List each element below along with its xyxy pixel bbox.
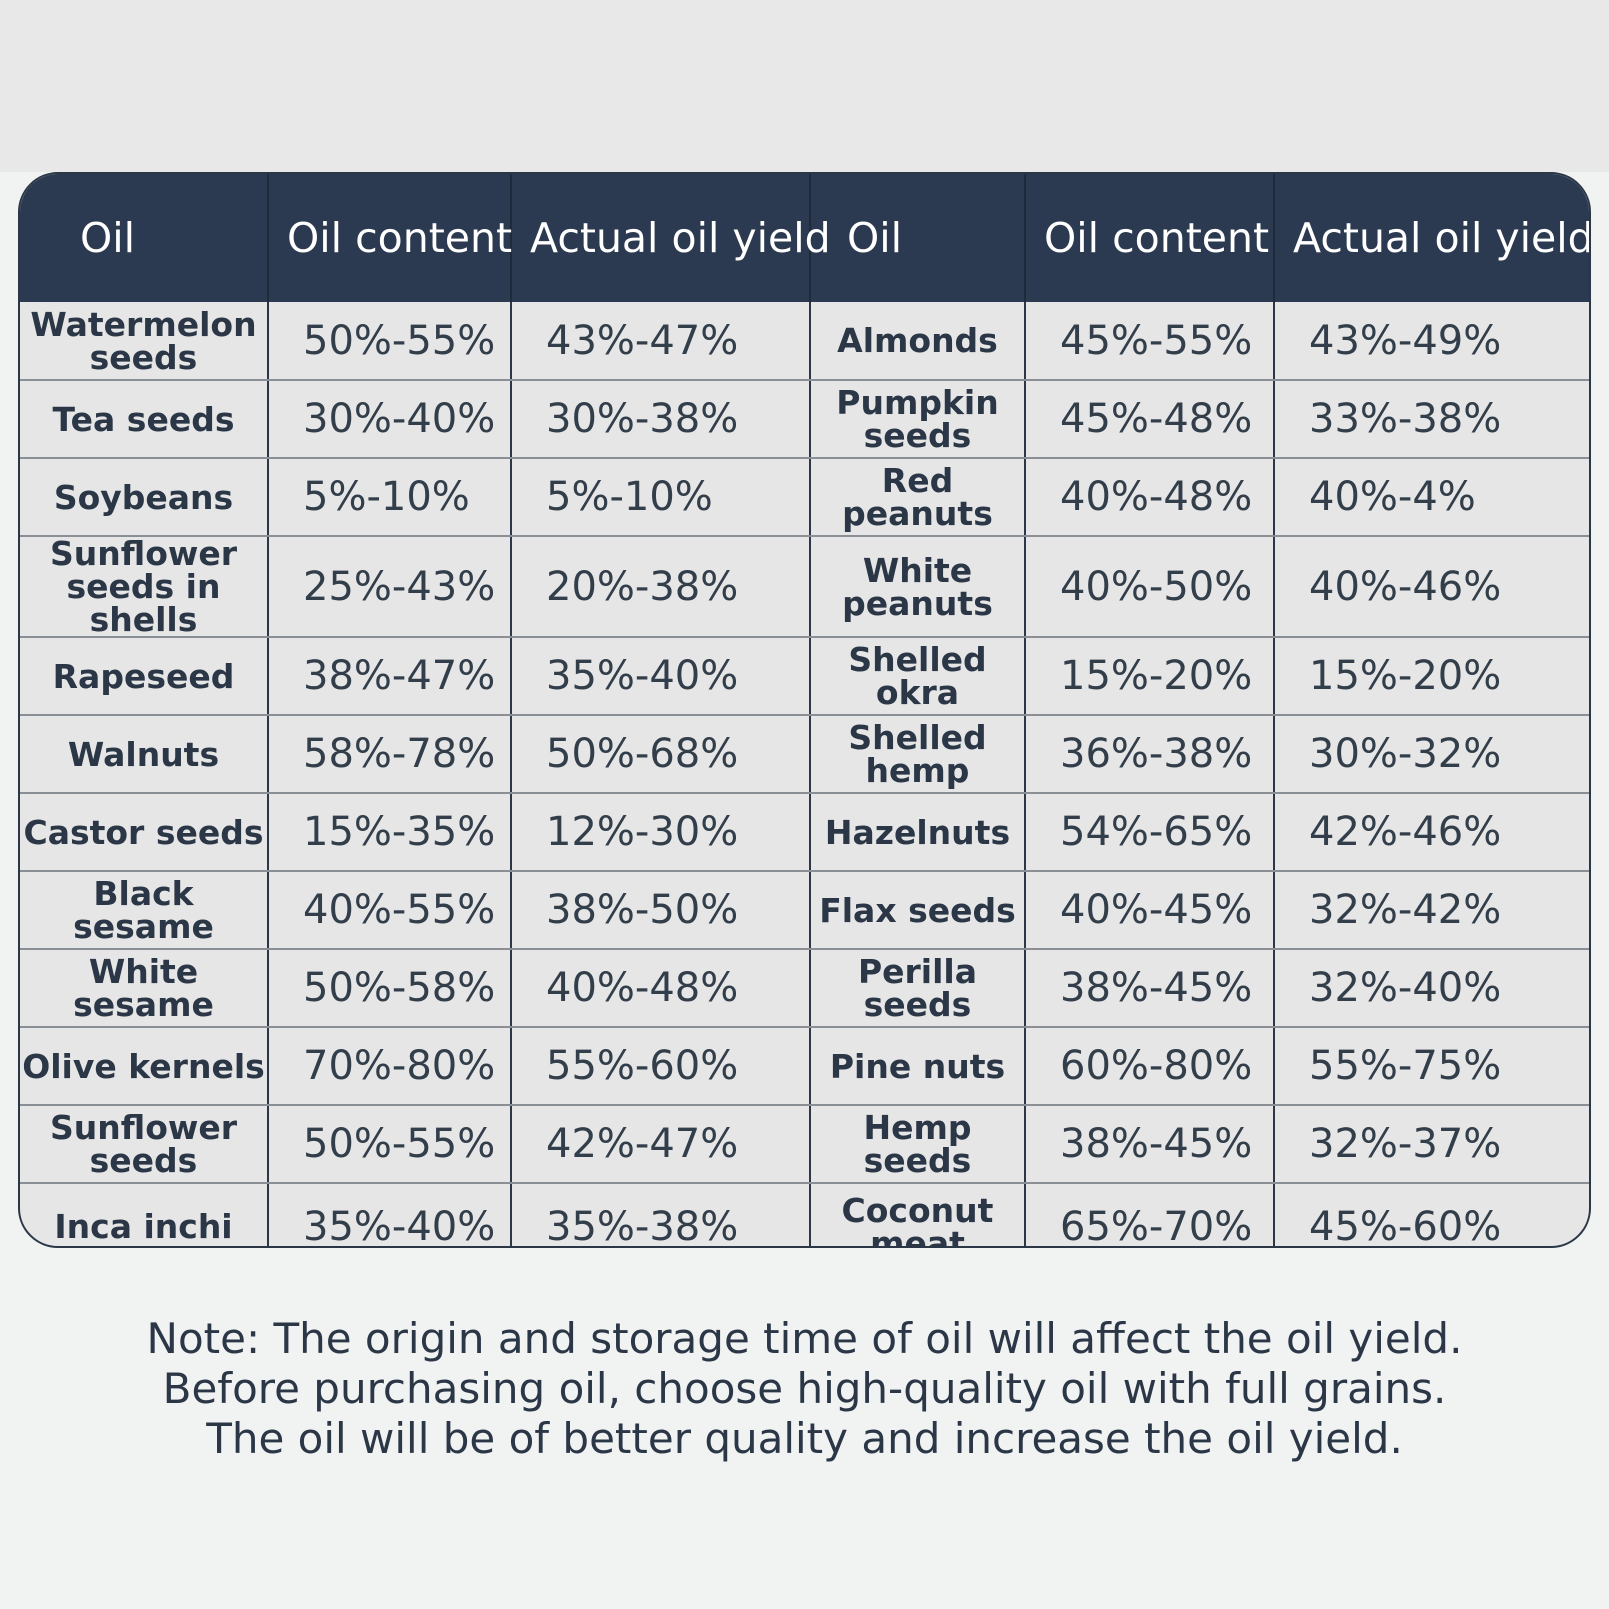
oil-name-cell: Rapeseed (20, 637, 269, 716)
oil-name-2-cell: Almonds (810, 302, 1026, 381)
oil-content-2-cell: 45%-48% (1025, 380, 1275, 459)
table-row: Walnuts 58%-78% 50%-68% Shelled hemp 36%-38%… (20, 715, 1589, 794)
oil-content-2-cell: 38%-45% (1025, 949, 1275, 1028)
oil-name-2-cell: Red peanuts (810, 458, 1026, 537)
oil-content-2-cell: 40%-45% (1025, 871, 1275, 950)
oil-yield-table: Oil Oil content Actual oil yield Oil Oil… (20, 174, 1589, 1248)
oil-content-cell: 5%-10% (268, 458, 512, 537)
actual-oil-yield-2-cell: 32%-37% (1274, 1105, 1589, 1184)
oil-name-cell: Watermelon seeds (20, 302, 269, 381)
oil-content-2-cell: 45%-55% (1025, 302, 1275, 381)
oil-content-cell: 25%-43% (268, 536, 512, 638)
oil-content-cell: 40%-55% (268, 871, 512, 950)
oil-content-2-cell: 54%-65% (1025, 793, 1275, 872)
oil-yield-table-container: Oil Oil content Actual oil yield Oil Oil… (18, 172, 1591, 1248)
table-row: Sunflower seeds in shells 25%-43% 20%-38% W… (20, 536, 1589, 638)
oil-content-2-cell: 36%-38% (1025, 715, 1275, 794)
actual-oil-yield-2-cell: 40%-46% (1274, 536, 1589, 638)
oil-name-2-cell: Perilla seeds (810, 949, 1026, 1028)
oil-name-cell: Tea seeds (20, 380, 269, 459)
oil-content-cell: 50%-58% (268, 949, 512, 1028)
oil-name-cell: White sesame (20, 949, 269, 1028)
actual-oil-yield-2-cell: 55%-75% (1274, 1027, 1589, 1106)
oil-name-cell: Inca inchi (20, 1183, 269, 1246)
actual-oil-yield-2-cell: 32%-42% (1274, 871, 1589, 950)
actual-oil-yield-2-cell: 32%-40% (1274, 949, 1589, 1028)
note-text: Note: The origin and storage time of oil… (0, 1314, 1609, 1464)
table-row: Soybeans 5%-10% 5%-10% Red peanuts 40%-48% 40… (20, 458, 1589, 537)
oil-name-2-cell: Hemp seeds (810, 1105, 1026, 1184)
oil-name-cell: Soybeans (20, 458, 269, 537)
actual-oil-yield-cell: 20%-38% (511, 536, 811, 638)
header-oil-2: Oil (810, 174, 1026, 302)
oil-content-2-cell: 40%-48% (1025, 458, 1275, 537)
table-row: White sesame 50%-58% 40%-48% Perilla seeds 3… (20, 949, 1589, 1028)
actual-oil-yield-2-cell: 42%-46% (1274, 793, 1589, 872)
actual-oil-yield-2-cell: 40%-4% (1274, 458, 1589, 537)
oil-name-2-cell: Pine nuts (810, 1027, 1026, 1106)
table-row: Castor seeds 15%-35% 12%-30% Hazelnuts 54%-6… (20, 793, 1589, 872)
actual-oil-yield-2-cell: 45%-60% (1309, 1203, 1502, 1248)
oil-content-2-cell: 65%-70% (1025, 1183, 1275, 1246)
actual-oil-yield-cell: 43%-47% (511, 302, 811, 381)
oil-name-2-cell: Hazelnuts (810, 793, 1026, 872)
table-header-row: Oil Oil content Actual oil yield Oil Oil… (20, 174, 1589, 302)
actual-oil-yield-cell: 12%-30% (511, 793, 811, 872)
oil-name-cell: Black sesame (20, 871, 269, 950)
table-row: Black sesame 40%-55% 38%-50% Flax seeds 40%-… (20, 871, 1589, 950)
oil-name-cell: Sunflower seeds in shells (20, 536, 269, 638)
actual-oil-yield-cell: 55%-60% (511, 1027, 811, 1106)
table-row: Rapeseed 38%-47% 35%-40% Shelled okra 15%-20… (20, 637, 1589, 716)
oil-content-cell: 38%-47% (268, 637, 512, 716)
header-actual-oil-yield: Actual oil yield (511, 174, 831, 302)
oil-name-2-cell: White peanuts (810, 536, 1026, 638)
oil-name-2-cell: Pumpkin seeds (810, 380, 1026, 459)
table-row: Olive kernels 70%-80% 55%-60% Pine nuts 60%-… (20, 1027, 1589, 1106)
oil-content-cell: 30%-40% (268, 380, 512, 459)
oil-name-cell: Olive kernels (20, 1027, 269, 1106)
header-actual-oil-yield-2: Actual oil yield (1274, 174, 1589, 302)
table-row: Watermelon seeds 50%-55% 43%-47% Almonds 45%… (20, 302, 1589, 381)
note-line-2: Before purchasing oil, choose high-quali… (162, 1364, 1447, 1413)
oil-content-cell: 50%-55% (268, 302, 512, 381)
oil-content-cell: 70%-80% (268, 1027, 512, 1106)
oil-content-cell: 50%-55% (268, 1105, 512, 1184)
header-oil: Oil (20, 174, 269, 302)
header-oil-content-2: Oil content (1025, 174, 1275, 302)
oil-name-cell: Castor seeds (20, 793, 269, 872)
actual-oil-yield-2-cell: 15%-20% (1274, 637, 1589, 716)
actual-oil-yield-cell: 50%-68% (511, 715, 811, 794)
actual-oil-yield-cell: 35%-40% (511, 637, 811, 716)
top-background (0, 0, 1609, 172)
oil-name-2-cell: Shelled hemp (810, 715, 1026, 794)
header-oil-content: Oil content (268, 174, 512, 302)
note-line-1: Note: The origin and storage time of oil… (146, 1314, 1463, 1363)
actual-oil-yield-cell: 35%-38% (511, 1183, 811, 1246)
oil-content-2-cell: 40%-50% (1025, 536, 1275, 638)
oil-name-2-cell: Flax seeds (810, 871, 1026, 950)
actual-oil-yield-cell: 30%-38% (511, 380, 811, 459)
actual-oil-yield-cell: 5%-10% (511, 458, 811, 537)
oil-name-cell: Sunflower seeds (20, 1105, 269, 1184)
oil-content-cell: 58%-78% (268, 715, 512, 794)
actual-oil-yield-cell: 42%-47% (511, 1105, 811, 1184)
actual-oil-yield-cell: 38%-50% (511, 871, 811, 950)
actual-oil-yield-2-cell: 43%-49% (1274, 302, 1589, 381)
table-body: Watermelon seeds 50%-55% 43%-47% Almonds 45%… (20, 302, 1589, 1248)
oil-content-2-cell: 38%-45% (1025, 1105, 1275, 1184)
oil-content-cell: 35%-40% (268, 1183, 512, 1246)
oil-name-2-cell: Shelled okra (810, 637, 1026, 716)
actual-oil-yield-2-cell: 33%-38% (1274, 380, 1589, 459)
table-row: Tea seeds 30%-40% 30%-38% Pumpkin seeds 45%-… (20, 380, 1589, 459)
actual-oil-yield-cell: 40%-48% (511, 949, 811, 1028)
oil-name-cell: Walnuts (20, 715, 269, 794)
oil-content-2-cell: 60%-80% (1025, 1027, 1275, 1106)
oil-name-2-cell: Coconut meat (810, 1183, 1026, 1246)
note-line-3: The oil will be of better quality and in… (206, 1414, 1403, 1463)
table-row: Inca inchi 35%-40% 35%-38% Coconut meat 65%-… (20, 1183, 1589, 1248)
actual-oil-yield-2-cell: 30%-32% (1274, 715, 1589, 794)
table-row: Sunflower seeds 50%-55% 42%-47% Hemp seeds 3… (20, 1105, 1589, 1184)
oil-content-2-cell: 15%-20% (1025, 637, 1275, 716)
oil-content-cell: 15%-35% (268, 793, 512, 872)
